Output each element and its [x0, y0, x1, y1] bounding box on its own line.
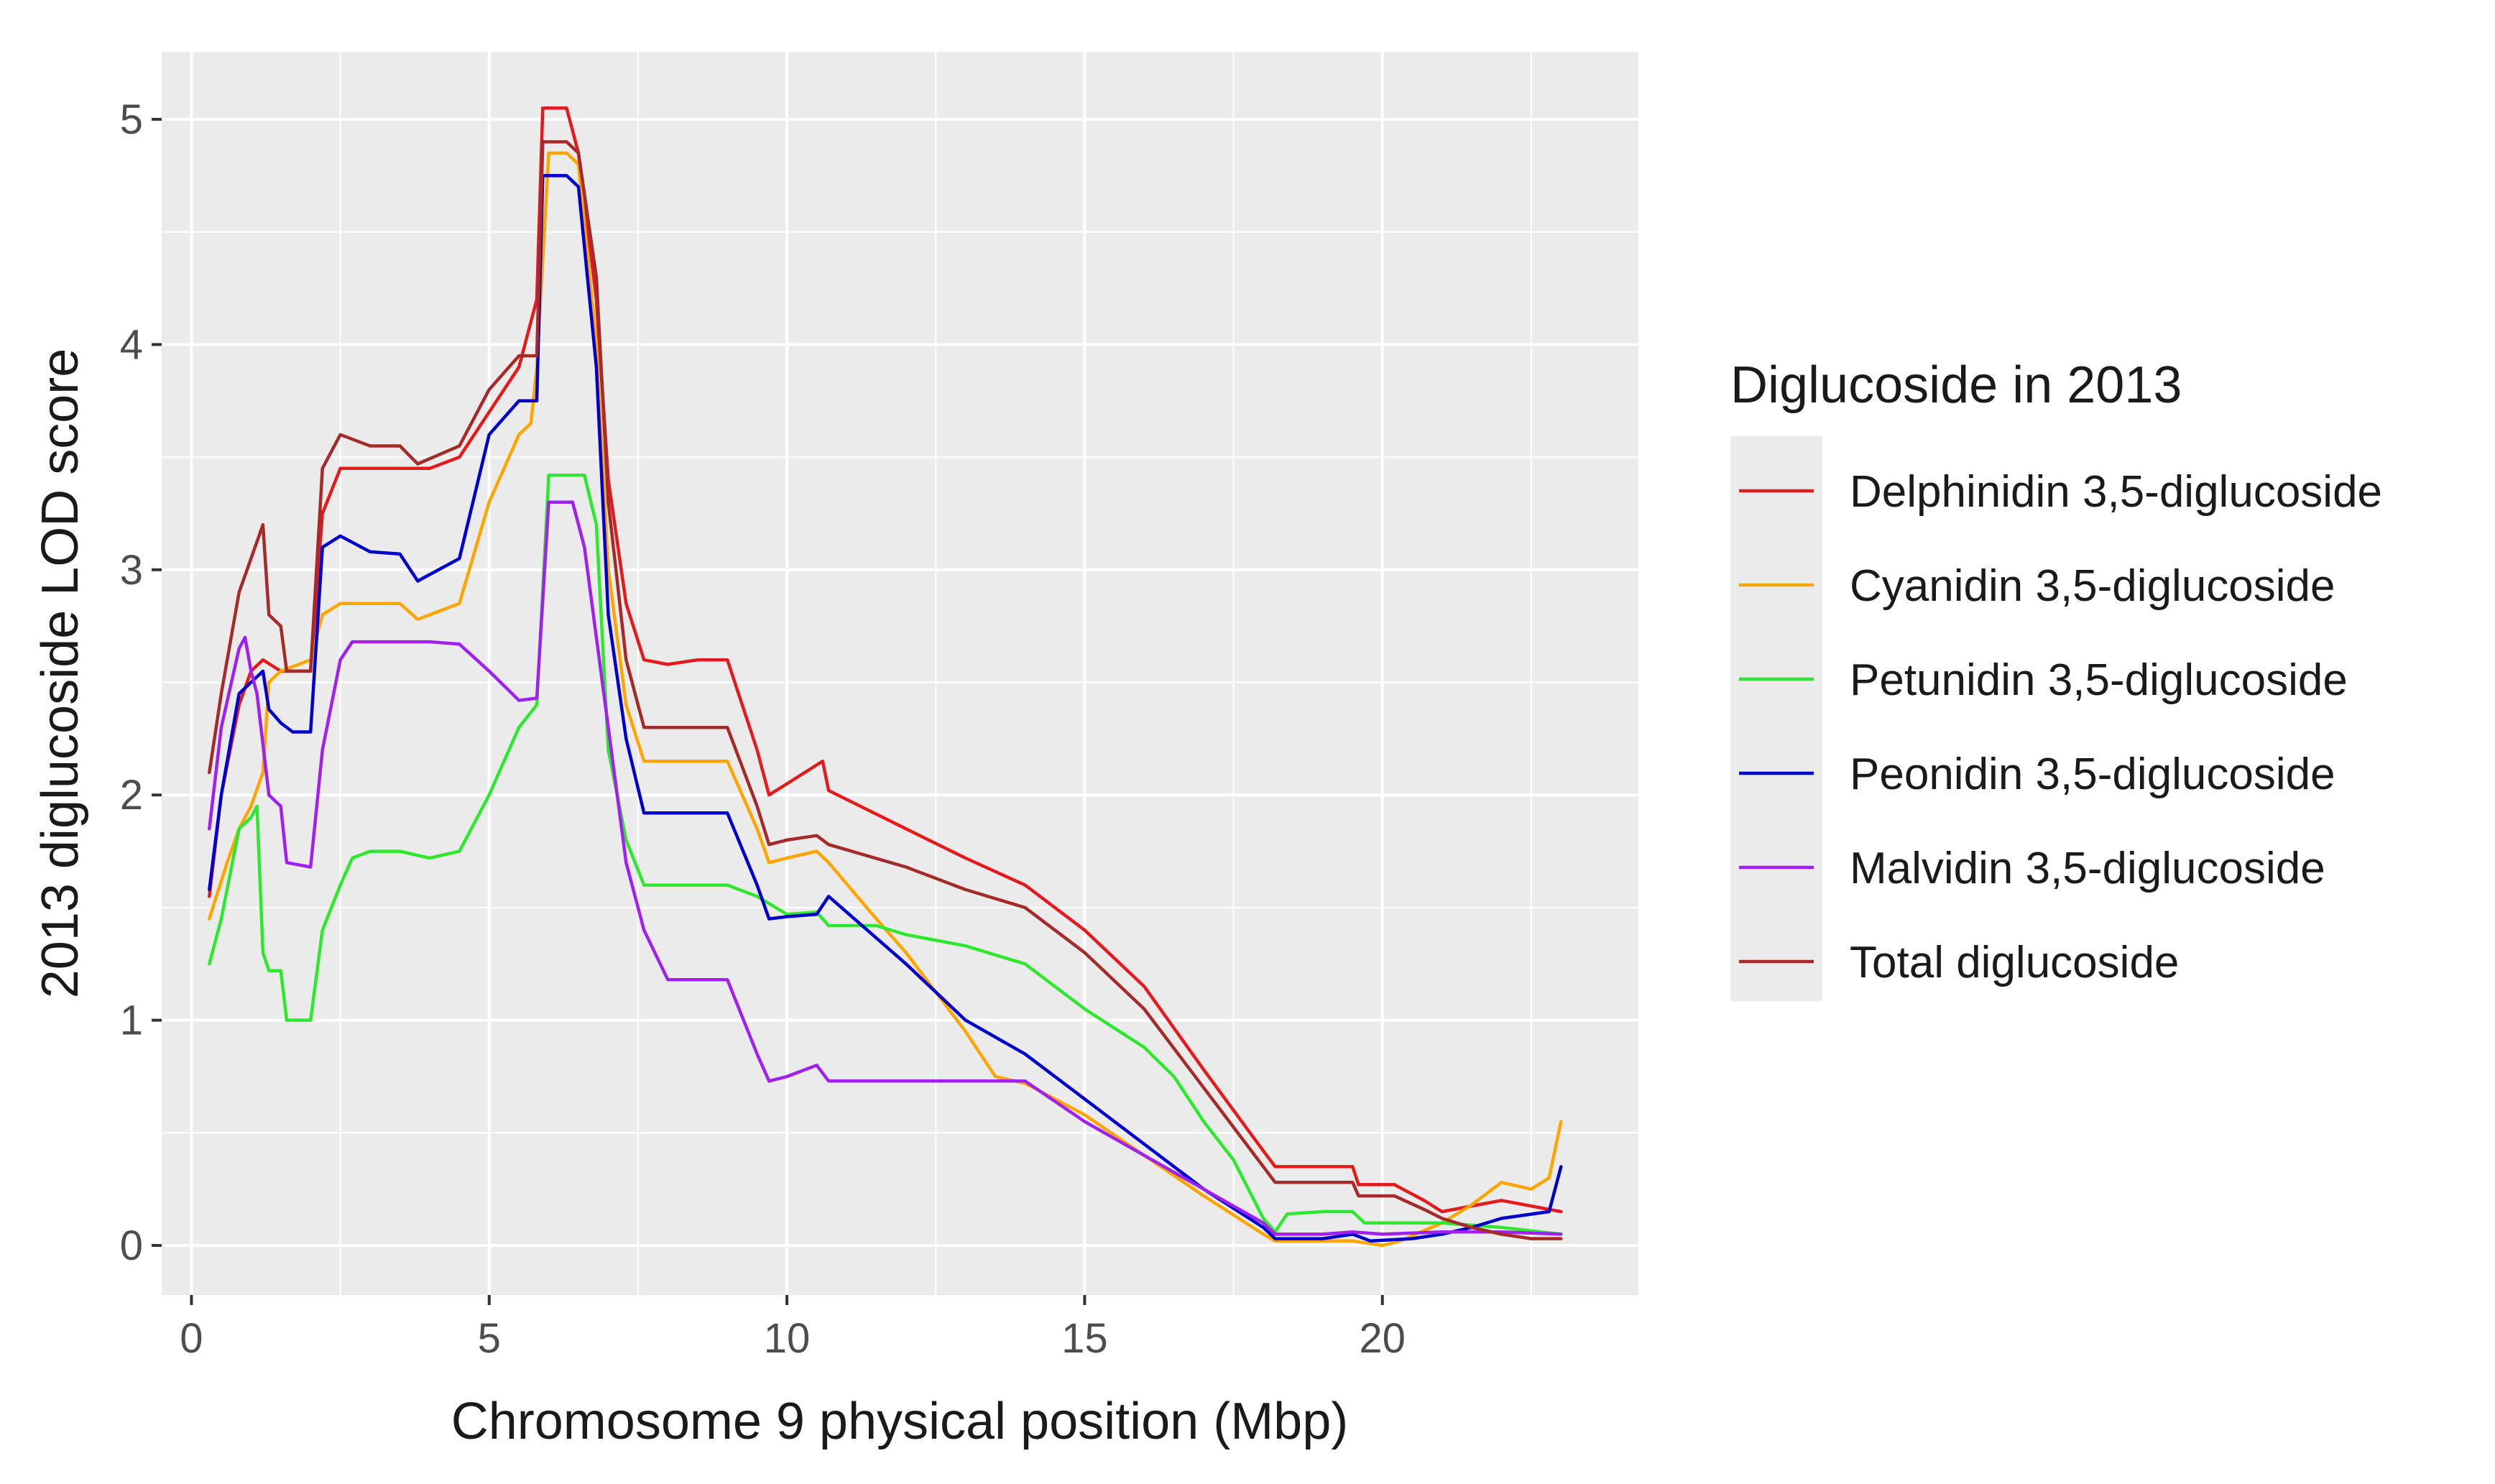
- y-axis-ticks: 0 1 2 3 4 5: [120, 96, 162, 1269]
- grid-minor: [162, 52, 1638, 1295]
- series-line-petunidin-3-5-diglucoside: [208, 473, 1563, 1236]
- legend-label-total-diglucoside: Total diglucoside: [1850, 938, 2179, 987]
- plot-panel-background: [162, 52, 1638, 1295]
- x-tick-label: 20: [1359, 1315, 1406, 1362]
- y-axis-title: 2013 diglucoside LOD score: [32, 349, 89, 999]
- x-axis-ticks: 0 5 10 15 20: [180, 1295, 1406, 1362]
- legend: Diglucoside in 2013 Delphinidin 3,5-digl…: [1730, 356, 2382, 1001]
- y-tick-label: 2: [120, 772, 143, 819]
- x-tick-label: 15: [1061, 1315, 1108, 1362]
- legend-label-malvidin-3-5-diglucoside: Malvidin 3,5-diglucoside: [1850, 844, 2325, 893]
- grid-major: [162, 52, 1638, 1295]
- legend-label-cyanidin-3-5-diglucoside: Cyanidin 3,5-diglucoside: [1850, 561, 2335, 611]
- y-tick-label: 1: [120, 997, 143, 1044]
- legend-title: Diglucoside in 2013: [1730, 356, 2182, 414]
- legend-label-peonidin-3-5-diglucoside: Peonidin 3,5-diglucoside: [1850, 750, 2335, 799]
- y-tick-label: 5: [120, 96, 143, 143]
- x-tick-label: 5: [478, 1315, 501, 1362]
- series-line-peonidin-3-5-diglucoside: [208, 174, 1563, 1243]
- series-lines: [208, 106, 1563, 1248]
- x-tick-label: 10: [764, 1315, 811, 1362]
- series-line-delphinidin-3-5-diglucoside: [208, 106, 1563, 1214]
- x-tick-label: 0: [180, 1315, 203, 1362]
- series-line-cyanidin-3-5-diglucoside: [208, 151, 1563, 1248]
- series-line-total-diglucoside: [208, 140, 1563, 1240]
- y-tick-label: 0: [120, 1222, 143, 1269]
- y-tick-label: 3: [120, 547, 143, 594]
- x-axis-title: Chromosome 9 physical position (Mbp): [451, 1393, 1349, 1450]
- y-tick-label: 4: [120, 321, 143, 368]
- legend-key-background: [1730, 436, 1822, 1001]
- legend-items: Delphinidin 3,5-diglucoside Cyanidin 3,5-…: [1739, 467, 2382, 987]
- series-line-malvidin-3-5-diglucoside: [208, 500, 1563, 1236]
- legend-label-delphinidin-3-5-diglucoside: Delphinidin 3,5-diglucoside: [1850, 467, 2382, 517]
- legend-label-petunidin-3-5-diglucoside: Petunidin 3,5-diglucoside: [1850, 655, 2348, 705]
